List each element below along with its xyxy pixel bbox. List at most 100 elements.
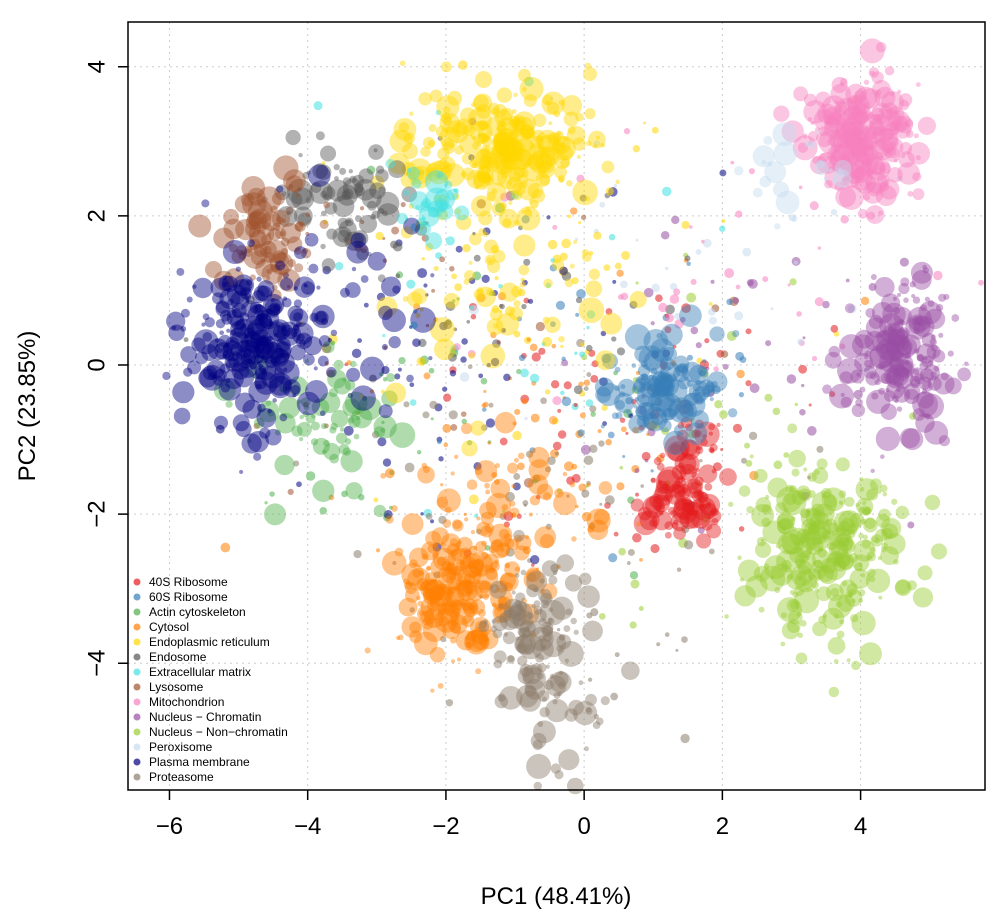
- scatter-point: [493, 151, 517, 174]
- scatter-point: [951, 314, 960, 322]
- scatter-point: [679, 304, 702, 328]
- scatter-point: [557, 691, 563, 697]
- scatter-point: [212, 292, 224, 305]
- scatter-point: [858, 642, 882, 666]
- scatter-point: [473, 254, 481, 262]
- scatter-point: [521, 215, 530, 224]
- scatter-point: [347, 219, 352, 224]
- scatter-point: [655, 294, 663, 303]
- scatter-point: [892, 129, 899, 136]
- scatter-point: [655, 379, 675, 399]
- scatter-point: [499, 120, 506, 128]
- scatter-point: [558, 670, 564, 676]
- scatter-point: [515, 636, 520, 641]
- scatter-point: [389, 505, 393, 510]
- scatter-point: [749, 454, 754, 459]
- scatter-point: [240, 338, 245, 343]
- scatter-point: [511, 590, 516, 595]
- scatter-point: [264, 319, 274, 328]
- legend-swatch: [133, 593, 141, 601]
- scatter-point: [746, 279, 754, 287]
- scatter-point: [279, 230, 285, 237]
- scatter-point: [896, 292, 902, 297]
- scatter-point: [805, 508, 825, 528]
- scatter-point: [376, 191, 400, 216]
- scatter-point: [455, 558, 465, 568]
- scatter-point: [807, 425, 817, 436]
- scatter-point: [894, 579, 912, 597]
- scatter-point: [643, 349, 669, 374]
- scatter-point: [611, 336, 617, 342]
- scatter-point: [355, 415, 361, 421]
- scatter-point: [541, 624, 554, 637]
- scatter-point: [581, 511, 592, 522]
- scatter-point: [957, 367, 971, 382]
- scatter-point: [501, 157, 509, 165]
- scatter-point: [783, 508, 789, 514]
- scatter-point: [271, 284, 278, 291]
- scatter-point: [888, 329, 906, 347]
- scatter-point: [519, 76, 544, 101]
- scatter-point: [844, 589, 863, 607]
- scatter-point: [397, 367, 402, 372]
- scatter-point: [402, 296, 409, 302]
- scatter-point: [850, 125, 858, 133]
- scatter-point: [865, 115, 871, 121]
- scatter-point: [484, 568, 489, 573]
- scatter-point: [854, 152, 879, 177]
- scatter-point: [450, 566, 461, 577]
- scatter-point: [435, 125, 449, 138]
- scatter-point: [468, 117, 477, 126]
- scatter-point: [833, 659, 839, 664]
- scatter-point: [856, 143, 867, 154]
- scatter-point: [827, 143, 851, 168]
- scatter-point: [493, 650, 507, 664]
- legend-entry: Mitochondrion: [149, 695, 224, 709]
- scatter-point: [255, 336, 274, 355]
- scatter-point: [651, 126, 659, 134]
- scatter-point: [472, 545, 478, 550]
- scatter-point: [265, 400, 272, 407]
- scatter-point: [830, 546, 841, 556]
- scatter-point: [521, 209, 526, 214]
- scatter-point: [243, 349, 252, 358]
- scatter-point: [656, 407, 662, 413]
- scatter-point: [479, 164, 486, 172]
- scatter-point: [587, 525, 595, 533]
- scatter-point: [461, 602, 471, 612]
- scatter-point: [491, 618, 497, 624]
- scatter-point: [852, 126, 863, 136]
- scatter-point: [521, 664, 542, 685]
- scatter-point: [491, 201, 507, 216]
- scatter-point: [706, 501, 712, 506]
- scatter-point: [247, 239, 255, 248]
- x-axis-label: PC1 (48.41%): [481, 883, 632, 910]
- scatter-point: [650, 477, 656, 483]
- scatter-point: [832, 169, 852, 188]
- scatter-point: [401, 616, 423, 638]
- scatter-point: [467, 551, 494, 577]
- scatter-point: [268, 227, 282, 241]
- scatter-point: [494, 276, 499, 281]
- scatter-point: [518, 167, 529, 179]
- scatter-point: [450, 622, 462, 634]
- scatter-point: [470, 626, 488, 644]
- scatter-point: [839, 343, 846, 350]
- scatter-point: [548, 575, 558, 585]
- scatter-point: [695, 342, 702, 349]
- scatter-point: [412, 308, 418, 314]
- scatter-point: [781, 490, 807, 515]
- scatter-point: [276, 205, 298, 227]
- scatter-point: [904, 360, 910, 366]
- scatter-point: [517, 68, 531, 82]
- scatter-point: [821, 530, 831, 540]
- scatter-point: [702, 384, 715, 398]
- scatter-point: [912, 296, 921, 304]
- scatter-point: [389, 422, 416, 448]
- scatter-point: [658, 510, 664, 516]
- scatter-point: [468, 232, 482, 246]
- scatter-point: [767, 161, 773, 167]
- scatter-point: [930, 371, 937, 378]
- scatter-point: [583, 455, 594, 466]
- scatter-point: [274, 454, 295, 476]
